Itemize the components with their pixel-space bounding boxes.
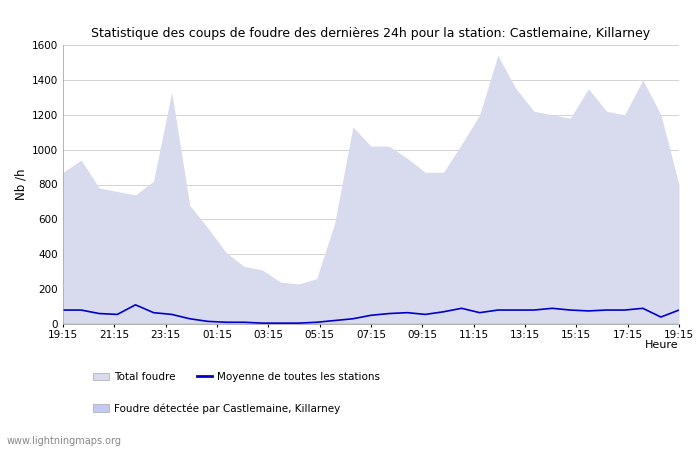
Legend: Total foudre, Moyenne de toutes les stations: Total foudre, Moyenne de toutes les stat… [89,368,384,386]
Y-axis label: Nb /h: Nb /h [15,169,28,200]
Text: Heure: Heure [645,340,679,350]
Text: www.lightningmaps.org: www.lightningmaps.org [7,436,122,446]
Legend: Foudre détectée par Castlemaine, Killarney: Foudre détectée par Castlemaine, Killarn… [89,399,344,418]
Title: Statistique des coups de foudre des dernières 24h pour la station: Castlemaine, : Statistique des coups de foudre des dern… [92,27,650,40]
